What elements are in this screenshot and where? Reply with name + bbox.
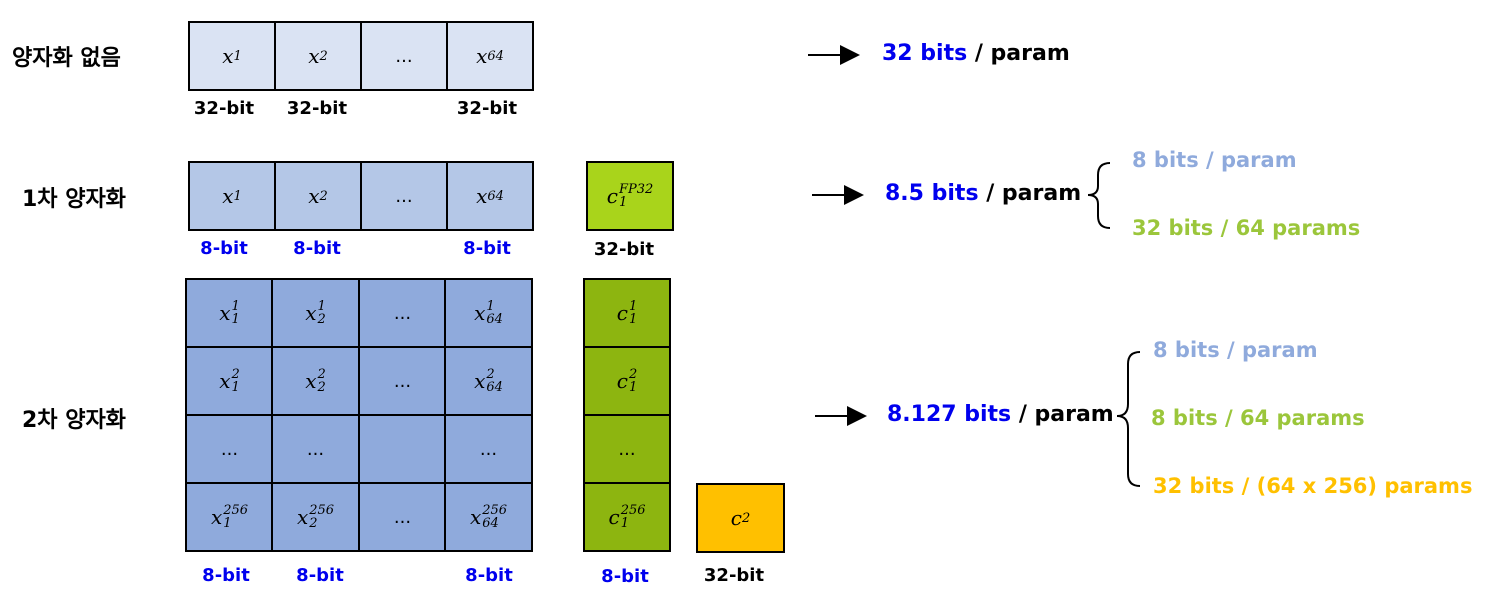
const-cell: c FP32 1 bbox=[586, 161, 674, 231]
breakdown-param-bits: 8 bits / param bbox=[1132, 148, 1297, 172]
math-symbol: x 256 64 bbox=[469, 503, 508, 531]
bit-label: 32-bit bbox=[193, 98, 255, 119]
brace-icon bbox=[1087, 162, 1111, 229]
ellipsis: ... bbox=[220, 438, 239, 460]
math-symbol: x 1 64 bbox=[474, 299, 503, 327]
ellipsis: ... bbox=[306, 438, 325, 460]
const-cell: ... bbox=[583, 414, 671, 484]
ellipsis: ... bbox=[393, 302, 412, 324]
value-cell: x 64 bbox=[446, 21, 534, 91]
value-cell: ... bbox=[444, 414, 533, 484]
value-cell: ... bbox=[360, 21, 448, 91]
value-cell: x 256 2 bbox=[271, 482, 360, 552]
const-cell: c 256 1 bbox=[583, 482, 671, 552]
value-cell: ... bbox=[360, 161, 448, 231]
value-cell: x 1 64 bbox=[444, 278, 533, 348]
summary-rest: / param bbox=[967, 41, 1070, 66]
ellipsis: ... bbox=[479, 438, 498, 460]
summary-first-quant: 8.5 bits / param bbox=[885, 181, 1081, 206]
bit-label: 8-bit bbox=[200, 238, 248, 259]
ellipsis: ... bbox=[393, 370, 412, 392]
row-label-first-quant: 1차 양자화 bbox=[22, 187, 126, 212]
bit-label: 32-bit bbox=[456, 98, 518, 119]
summary-value: 8.127 bits bbox=[887, 402, 1012, 427]
summary-second-quant: 8.127 bits / param bbox=[887, 402, 1114, 427]
breakdown-param-bits: 8 bits / param bbox=[1153, 338, 1318, 362]
bit-label: 8-bit bbox=[463, 238, 511, 259]
breakdown-c2-bits: 32 bits / (64 x 256) params bbox=[1153, 474, 1473, 498]
value-cell: x 256 64 bbox=[444, 482, 533, 552]
ellipsis: ... bbox=[393, 506, 412, 528]
summary-value: 32 bits bbox=[882, 41, 968, 66]
const-bit-label: 32-bit bbox=[593, 239, 655, 260]
math-symbol: x 256 2 bbox=[296, 503, 335, 531]
value-cell: ... bbox=[358, 278, 447, 348]
math-symbol: x 256 1 bbox=[210, 503, 249, 531]
breakdown-const-bits: 32 bits / 64 params bbox=[1132, 216, 1361, 240]
math-symbol: x 64 bbox=[476, 44, 504, 68]
row-label-second-quant: 2차 양자화 bbox=[22, 408, 126, 433]
c2-bit-label: 32-bit bbox=[703, 565, 765, 586]
brace-icon bbox=[1116, 351, 1141, 487]
summary-no-quant: 32 bits / param bbox=[882, 41, 1070, 66]
summary-rest: / param bbox=[978, 181, 1082, 206]
row-label-no-quant: 양자화 없음 bbox=[12, 46, 121, 71]
breakdown-const-bits: 8 bits / 64 params bbox=[1151, 406, 1365, 430]
bit-label: 8-bit bbox=[296, 565, 344, 586]
math-symbol: c 256 1 bbox=[608, 503, 646, 531]
math-symbol: x 64 bbox=[476, 184, 504, 208]
ellipsis: ... bbox=[618, 438, 636, 460]
math-symbol: x 2 64 bbox=[474, 367, 503, 395]
value-cell: x 64 bbox=[446, 161, 534, 231]
summary-value: 8.5 bits bbox=[885, 181, 979, 206]
math-symbol: c FP32 1 bbox=[606, 182, 654, 210]
bit-label: 8-bit bbox=[293, 238, 341, 259]
bit-label: 8-bit bbox=[202, 565, 250, 586]
bit-label: 32-bit bbox=[286, 98, 348, 119]
ellipsis: ... bbox=[395, 185, 413, 207]
ellipsis: ... bbox=[395, 45, 413, 67]
value-cell: x 256 1 bbox=[185, 482, 274, 552]
const-bit-label: 8-bit bbox=[601, 566, 649, 587]
value-cell: ... bbox=[358, 482, 447, 552]
bit-label: 8-bit bbox=[465, 565, 513, 586]
summary-rest: / param bbox=[1011, 402, 1114, 427]
